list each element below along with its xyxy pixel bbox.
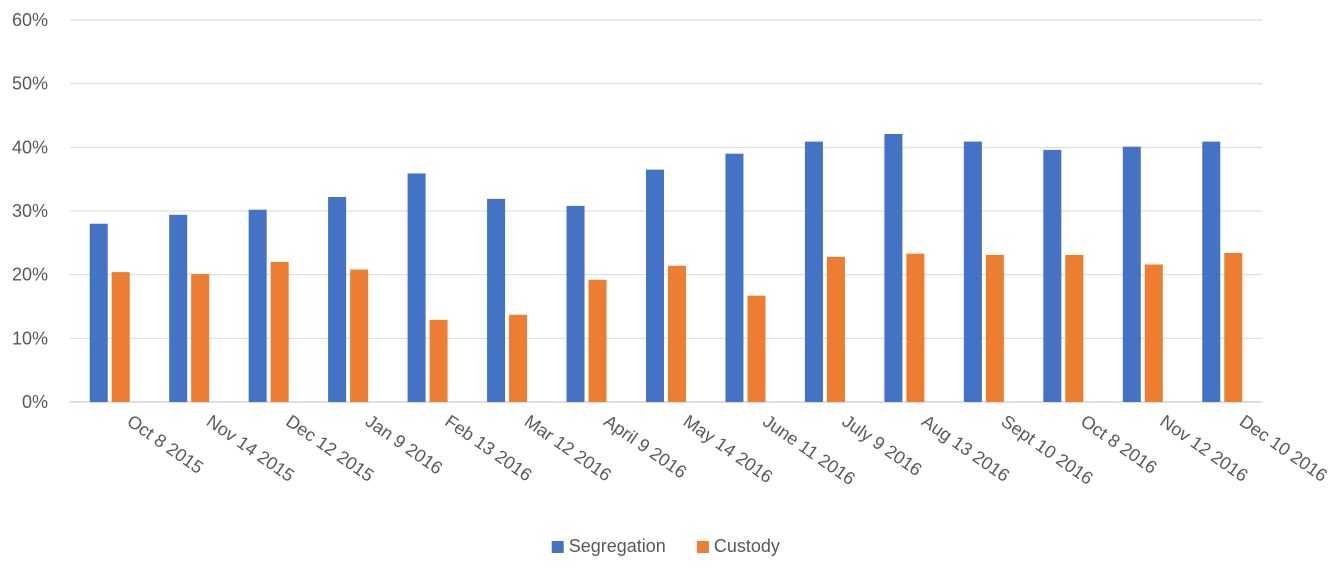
bar-segregation xyxy=(89,223,108,402)
bar-segregation xyxy=(169,214,188,402)
legend-swatch-custody xyxy=(696,541,709,553)
y-tick-label: 20% xyxy=(12,265,48,285)
legend-label-segregation: Segregation xyxy=(569,536,666,556)
y-axis-tick-labels: 0% 10% 20% 30% 40% 50% 60% xyxy=(12,10,48,412)
bar-custody xyxy=(906,253,925,402)
bar-segregation xyxy=(407,173,426,402)
y-tick-label: 30% xyxy=(12,201,48,221)
legend: Segregation Custody xyxy=(551,536,780,556)
bar-segregation xyxy=(1202,141,1221,402)
bar-segregation xyxy=(963,141,982,402)
y-tick-label: 60% xyxy=(12,10,48,30)
bar-segregation xyxy=(646,169,664,402)
bar-custody xyxy=(826,256,845,402)
y-tick-label: 40% xyxy=(12,137,48,157)
bar-custody xyxy=(1144,264,1163,402)
bars xyxy=(89,133,1243,403)
bar-segregation xyxy=(248,209,267,402)
bar-custody xyxy=(1065,254,1084,402)
y-tick-label: 10% xyxy=(12,328,48,348)
bar-segregation xyxy=(725,153,744,402)
bar-custody xyxy=(747,295,766,402)
bar-custody xyxy=(985,254,1004,402)
bar-custody xyxy=(1224,253,1243,402)
bar-segregation xyxy=(487,198,506,402)
legend-label-custody: Custody xyxy=(714,536,780,556)
bar-segregation xyxy=(1043,149,1062,402)
bar-custody xyxy=(509,314,528,402)
bar-segregation xyxy=(804,141,823,402)
bar-segregation xyxy=(1122,146,1141,402)
bar-custody xyxy=(270,261,289,402)
bar-custody xyxy=(350,269,369,402)
x-tick-label: April 9 2016 xyxy=(600,411,690,482)
x-tick-label: Nov 14 2015 xyxy=(203,411,298,486)
x-tick-label: Nov 12 2016 xyxy=(1157,411,1252,486)
bar-custody xyxy=(588,279,607,402)
y-tick-label: 50% xyxy=(12,74,48,94)
bar-custody xyxy=(668,265,686,402)
bar-segregation xyxy=(884,133,903,403)
bar-custody xyxy=(111,272,130,402)
x-tick-label: Dec 10 2016 xyxy=(1236,411,1331,486)
y-tick-label: 0% xyxy=(22,392,48,412)
legend-swatch-segregation xyxy=(551,541,564,553)
bar-custody xyxy=(429,319,448,402)
x-tick-label: Feb 13 2016 xyxy=(441,411,535,485)
x-tick-label: Aug 13 2016 xyxy=(918,411,1013,486)
bar-segregation xyxy=(566,205,585,402)
x-tick-label: Dec 12 2015 xyxy=(282,411,377,486)
gridlines xyxy=(70,19,1262,403)
bar-custody xyxy=(191,274,210,402)
x-tick-label: Oct 8 2015 xyxy=(123,411,207,478)
bar-segregation xyxy=(328,196,347,402)
x-tick-label: Mar 12 2016 xyxy=(521,411,615,485)
